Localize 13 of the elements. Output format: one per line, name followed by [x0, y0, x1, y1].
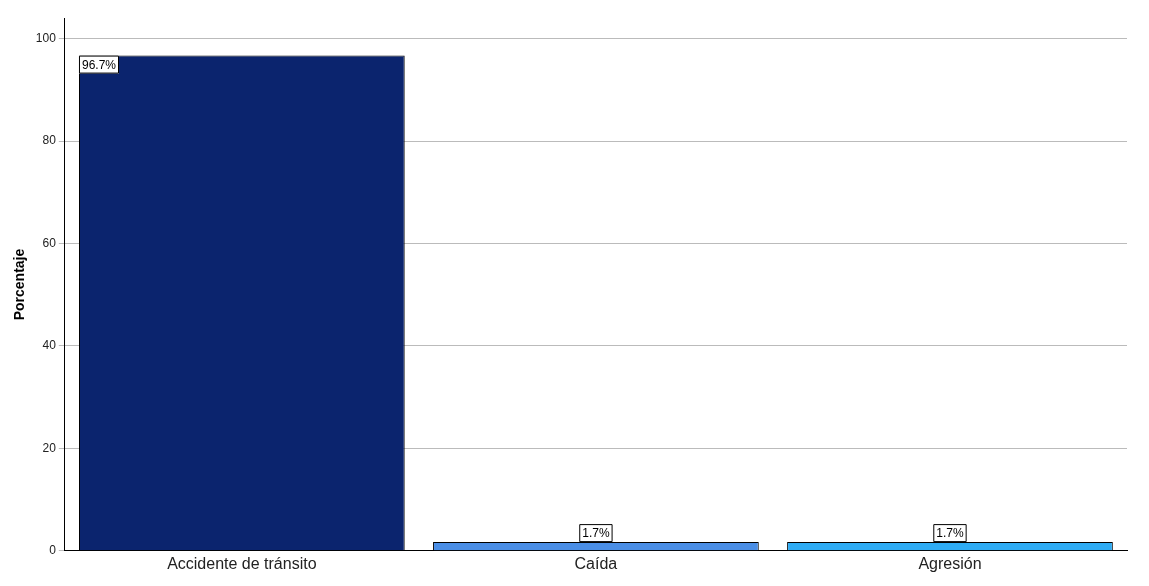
data-label: 96.7%: [81, 57, 117, 72]
x-tick-label: Agresión: [918, 554, 982, 572]
data-label: 1.7%: [582, 526, 610, 541]
y-tick-label: 60: [42, 235, 57, 250]
y-tick-label: 20: [42, 440, 57, 455]
x-tick-label: Caída: [574, 554, 618, 572]
y-tick-label: 40: [42, 338, 57, 353]
x-tick-label: Accidente de tránsito: [167, 554, 317, 572]
y-tick-label: 100: [35, 31, 57, 45]
data-label: 1.7%: [936, 526, 964, 541]
y-axis-title: Porcentaje: [11, 248, 28, 321]
y-tick-label: 80: [42, 133, 57, 148]
y-tick-label: 0: [49, 543, 57, 558]
